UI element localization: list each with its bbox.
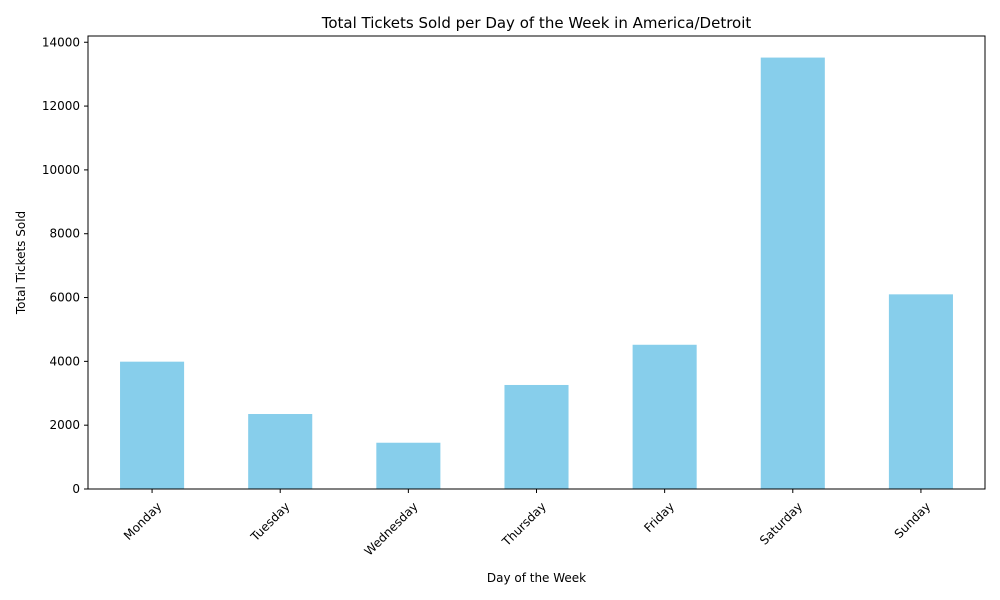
x-tick-label-wednesday: Wednesday xyxy=(362,499,421,558)
y-tick-label: 4000 xyxy=(49,354,80,368)
x-tick-label-sunday: Sunday xyxy=(892,499,934,541)
y-tick-label: 12000 xyxy=(42,99,80,113)
chart-title: Total Tickets Sold per Day of the Week i… xyxy=(321,14,752,32)
x-axis-ticks: Monday Tuesday Wednesday Thursday Friday Satu… xyxy=(121,489,933,558)
bar-friday xyxy=(632,344,697,489)
y-tick-label: 6000 xyxy=(49,291,80,305)
y-axis-ticks: 0 2000 4000 6000 8000 10000 12000 14000 xyxy=(42,35,88,496)
bar-tuesday xyxy=(248,414,313,489)
x-axis-label: Day of the Week xyxy=(487,571,586,585)
y-tick-label: 10000 xyxy=(42,163,80,177)
y-tick-label: 8000 xyxy=(49,227,80,241)
y-tick-label: 0 xyxy=(72,482,80,496)
bar-saturday xyxy=(760,57,825,489)
bar-monday xyxy=(120,361,185,489)
x-tick-label-friday: Friday xyxy=(641,499,677,535)
y-axis-label: Total Tickets Sold xyxy=(14,211,28,315)
x-tick-label-thursday: Thursday xyxy=(499,499,549,549)
x-tick-label-monday: Monday xyxy=(121,499,164,542)
bar-wednesday xyxy=(376,442,441,489)
plot-frame xyxy=(87,35,986,490)
x-tick-label-tuesday: Tuesday xyxy=(247,499,292,544)
bars-group xyxy=(120,57,953,489)
y-tick-label: 14000 xyxy=(42,35,80,49)
bar-thursday xyxy=(504,384,569,489)
x-tick-label-saturday: Saturday xyxy=(757,499,805,547)
y-tick-label: 2000 xyxy=(49,418,80,432)
bar-sunday xyxy=(888,294,953,489)
